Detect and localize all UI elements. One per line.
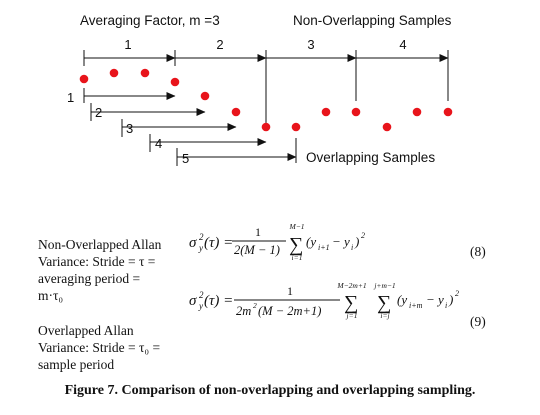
sample-point <box>291 122 301 132</box>
text-line: averaging period = <box>38 271 141 286</box>
overlap-arrows <box>83 88 297 166</box>
svg-text:): ) <box>448 292 453 307</box>
sample-point <box>382 122 392 132</box>
non-overlapped-description: Non-Overlapped Allan Variance: Stride = … <box>38 236 161 304</box>
text-line: Variance: Stride = τ₀ = <box>38 340 161 355</box>
sample-points <box>79 68 453 132</box>
text-line: Non-Overlapped Allan <box>38 237 162 252</box>
sample-point <box>321 107 331 117</box>
svg-text:∑: ∑ <box>344 292 358 314</box>
svg-text:2: 2 <box>199 232 204 242</box>
figure-caption: Figure 7. Comparison of non-overlapping … <box>64 383 476 398</box>
svg-text:(M − 2m+1): (M − 2m+1) <box>258 304 321 318</box>
overlap-number-1: 1 <box>67 90 74 105</box>
overlap-number-2: 2 <box>95 105 102 120</box>
svg-text:σ: σ <box>189 235 197 251</box>
svg-text:(y: (y <box>306 234 316 249</box>
svg-text:i=1: i=1 <box>292 253 303 262</box>
svg-text:i: i <box>351 243 353 252</box>
svg-text:(y: (y <box>397 292 407 307</box>
text-line: m·τ₀ <box>38 288 64 303</box>
svg-text:(τ) =: (τ) = <box>204 235 233 251</box>
non-overlap-number-3: 3 <box>307 37 314 52</box>
svg-text:2(M − 1): 2(M − 1) <box>234 243 280 257</box>
non-overlapping-samples-label: Non-Overlapping Samples <box>293 13 452 28</box>
sample-point <box>79 74 89 84</box>
overlapped-description: Overlapped Allan Variance: Stride = τ₀ =… <box>38 322 160 373</box>
sample-point <box>351 107 361 117</box>
non-overlap-number-2: 2 <box>216 37 223 52</box>
svg-text:j=1: j=1 <box>346 311 358 320</box>
svg-text:2m: 2m <box>236 304 251 318</box>
sample-point <box>231 107 241 117</box>
non-overlap-number-4: 4 <box>399 37 406 52</box>
sample-point <box>412 107 422 117</box>
non-overlap-arrows <box>83 50 449 130</box>
text-line: Variance: Stride = τ = <box>38 254 156 269</box>
svg-text:y: y <box>198 301 203 311</box>
svg-text:M−1: M−1 <box>288 222 304 231</box>
svg-text:∑: ∑ <box>289 234 303 256</box>
svg-text:2: 2 <box>199 290 204 300</box>
svg-text:i=j: i=j <box>380 311 389 320</box>
svg-text:1: 1 <box>287 284 293 298</box>
svg-text:j+m−1: j+m−1 <box>373 281 395 290</box>
svg-text:): ) <box>354 234 359 249</box>
svg-text:σ: σ <box>189 293 197 309</box>
svg-text:i+m: i+m <box>409 301 423 310</box>
sample-point <box>443 107 453 117</box>
overlapping-samples-label: Overlapping Samples <box>306 150 435 165</box>
sample-point <box>261 122 271 132</box>
svg-text:i: i <box>445 301 447 310</box>
equation-9: σ y 2 (τ) = 1 2m 2 (M − 2m+1) ∑ M−2m+1 j… <box>189 281 459 320</box>
overlap-number-4: 4 <box>155 136 162 151</box>
svg-text:y: y <box>198 243 203 253</box>
text-line: Overlapped Allan <box>38 323 134 338</box>
equation-9-number: (9) <box>470 314 486 329</box>
equation-8: σ y 2 (τ) = 1 2(M − 1) ∑ M−1 i=1 (y i+1 … <box>189 222 365 262</box>
svg-text:2: 2 <box>455 289 459 298</box>
sample-point <box>109 68 119 78</box>
svg-text:2: 2 <box>253 301 257 310</box>
equation-8-number: (8) <box>470 244 486 259</box>
svg-text:− y: − y <box>426 292 444 307</box>
text-line: sample period <box>38 357 115 372</box>
overlap-number-5: 5 <box>182 151 189 166</box>
sample-point <box>200 91 210 101</box>
sample-point <box>170 77 180 87</box>
svg-text:(τ) =: (τ) = <box>204 293 233 309</box>
svg-text:1: 1 <box>255 225 261 239</box>
svg-text:2: 2 <box>361 231 365 240</box>
svg-text:i+1: i+1 <box>318 243 330 252</box>
sample-point <box>140 68 150 78</box>
svg-text:M−2m+1: M−2m+1 <box>336 281 366 290</box>
non-overlap-number-1: 1 <box>124 37 131 52</box>
svg-text:− y: − y <box>332 234 350 249</box>
averaging-factor-label: Averaging Factor, m =3 <box>80 13 220 28</box>
overlap-number-3: 3 <box>126 121 133 136</box>
svg-text:∑: ∑ <box>377 292 391 314</box>
